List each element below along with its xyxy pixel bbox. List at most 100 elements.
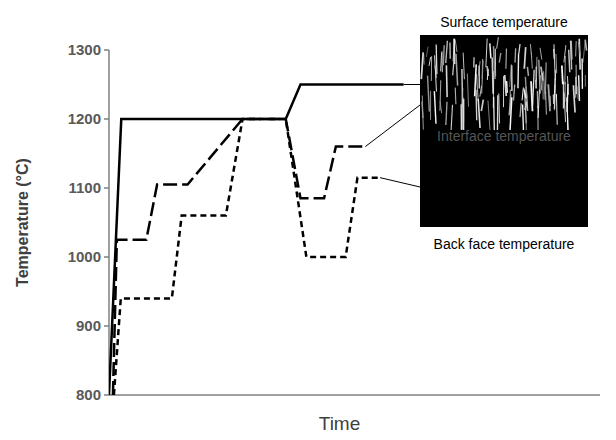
micrograph-streak — [481, 100, 483, 112]
micrograph — [420, 35, 588, 227]
y-tick — [104, 49, 109, 51]
chart: 8009001000110012001300Temperature (°C)Ti… — [0, 0, 616, 440]
micrograph-streak — [479, 61, 480, 75]
micrograph-streak — [520, 103, 521, 117]
y-tick-label: 800 — [76, 386, 101, 403]
micrograph-streak — [497, 95, 499, 130]
micrograph-streak — [446, 65, 448, 97]
y-tick — [104, 118, 109, 120]
series-line — [114, 119, 380, 395]
micrograph-bg — [420, 35, 588, 227]
y-tick-label: 1100 — [68, 179, 101, 196]
micrograph-streak — [585, 40, 586, 51]
micrograph-streak — [566, 84, 568, 112]
micrograph-streak — [578, 39, 581, 70]
micrograph-streak — [539, 60, 540, 94]
micrograph-streak — [553, 94, 555, 104]
micrograph-streak — [554, 44, 555, 80]
micrograph-streak — [439, 80, 441, 110]
y-axis-label: Temperature (°C) — [14, 158, 31, 287]
micrograph-streak — [537, 91, 539, 108]
micrograph-streak — [441, 53, 442, 72]
micrograph-streak — [436, 45, 438, 75]
micrograph-streak — [533, 70, 535, 106]
micrograph-streak — [499, 53, 501, 63]
y-tick — [104, 256, 109, 258]
micrograph-streak — [477, 74, 479, 100]
micrograph-streak — [514, 48, 516, 62]
micrograph-streak — [571, 41, 572, 70]
micrograph-streak — [505, 49, 507, 69]
micrograph-streak — [475, 90, 477, 121]
micrograph-streak — [446, 102, 447, 125]
micrograph-streak — [467, 74, 468, 107]
micrograph-streak — [530, 44, 531, 57]
micrograph-streak — [540, 48, 542, 60]
micrograph-streak — [535, 80, 536, 88]
micrograph-streak — [455, 39, 457, 52]
micrograph-streak — [531, 81, 532, 111]
micrograph-streak — [585, 75, 586, 87]
micrograph-streak — [475, 64, 477, 96]
micrograph-streak — [446, 41, 448, 63]
micrograph-streak — [428, 76, 430, 112]
micrograph-streak — [524, 47, 525, 69]
micrograph-streak — [511, 65, 513, 91]
y-tick-label: 1000 — [68, 248, 101, 265]
leader-line — [380, 178, 420, 187]
series-label: Surface temperature — [440, 14, 568, 30]
micrograph-streak — [524, 90, 526, 98]
micrograph-streak — [498, 94, 500, 124]
micrograph-streak — [441, 51, 443, 72]
micrograph-streak — [544, 71, 546, 100]
series-line — [113, 119, 365, 395]
micrograph-streak — [577, 86, 579, 99]
x-axis — [109, 394, 600, 396]
micrograph-streak — [463, 53, 464, 80]
micrograph-streak — [578, 75, 580, 101]
micrograph-streak — [581, 59, 583, 89]
micrograph-streak — [460, 104, 462, 130]
micrograph-streak — [486, 39, 487, 68]
micrograph-streak — [453, 54, 455, 75]
plot-area — [109, 85, 404, 396]
micrograph-streak — [426, 47, 428, 57]
y-tick — [104, 394, 109, 396]
micrograph-streak — [430, 91, 431, 120]
micrograph-streak — [542, 73, 544, 99]
micrograph-streak — [505, 75, 507, 96]
micrograph-streak — [565, 82, 566, 102]
micrograph-streak — [451, 105, 452, 130]
micrograph-streak — [473, 57, 475, 67]
micrograph-streak — [503, 76, 504, 107]
micrograph-streak — [480, 86, 482, 97]
micrograph-streak — [545, 92, 547, 115]
micrograph-streak — [578, 42, 580, 55]
micrograph-streak — [506, 81, 508, 93]
series-label: Interface temperature — [437, 128, 571, 144]
micrograph-streak — [434, 91, 436, 124]
micrograph-streak — [554, 85, 556, 110]
micrograph-streak — [525, 77, 526, 98]
micrograph-streak — [487, 69, 489, 80]
micrograph-streak — [429, 57, 431, 66]
micrograph-streak — [517, 53, 519, 88]
micrograph-streak — [556, 94, 558, 125]
micrograph-streak — [482, 59, 484, 79]
micrograph-streak — [583, 42, 585, 62]
micrograph-streak — [522, 88, 523, 101]
leader-line — [365, 105, 420, 147]
micrograph-streak — [463, 99, 465, 130]
micrograph-streak — [421, 52, 423, 79]
micrograph-streak — [522, 105, 524, 130]
y-axis — [108, 50, 110, 395]
micrograph-streak — [536, 57, 537, 78]
micrograph-streak — [490, 43, 491, 58]
series-label: Back face temperature — [434, 236, 575, 252]
micrograph-streak — [519, 44, 520, 53]
micrograph-streak — [561, 66, 564, 85]
y-tick — [104, 187, 109, 189]
micrograph-streak — [514, 85, 515, 101]
micrograph-streak — [573, 85, 575, 112]
y-tick-label: 1200 — [68, 110, 101, 127]
